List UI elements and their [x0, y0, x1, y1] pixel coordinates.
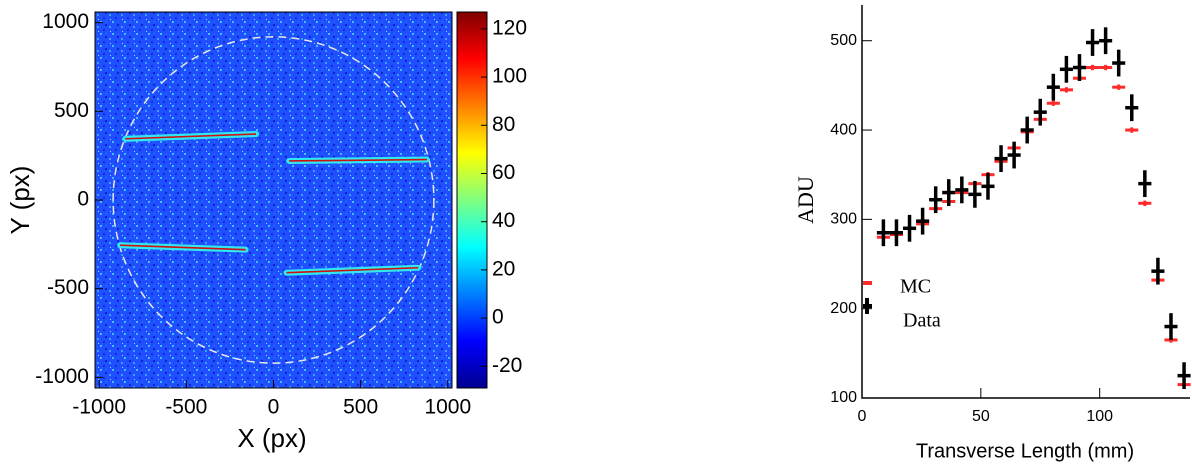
heatmap-image [95, 12, 452, 388]
axes [861, 5, 1190, 399]
y-tick-label: 0 [77, 188, 89, 211]
y-tick-label: 400 [830, 121, 857, 138]
x-tick-label: 100 [1086, 408, 1113, 425]
y-axis-label: ADU [793, 176, 818, 224]
x-tick-label: 0 [268, 396, 280, 419]
colorbar-tick-label: 40 [492, 209, 515, 232]
x-tick-label: -1000 [72, 396, 126, 419]
legend-label: Data [903, 310, 941, 332]
x-tick-label: 0 [858, 408, 867, 425]
colorbar-tick-label: -20 [492, 354, 522, 377]
track-core [286, 266, 419, 274]
y-tick-label: 500 [830, 32, 857, 49]
y-axis-label: Y (px) [5, 166, 35, 235]
colorbar-tick-label: 80 [492, 113, 515, 136]
x-tick-label: 500 [343, 396, 378, 419]
x-axis-label: Transverse Length (mm) [916, 440, 1134, 462]
legend-label: MC [900, 276, 931, 298]
y-tick-label: -1000 [35, 365, 89, 388]
track-core [125, 133, 257, 140]
x-tick-label: 1000 [424, 396, 471, 419]
y-tick-label: 300 [830, 211, 857, 228]
x-tick-label: -500 [165, 396, 207, 419]
y-tick-label: -500 [47, 276, 89, 299]
fiducial-circle [112, 36, 435, 364]
colorbar-tick-label: 120 [492, 16, 527, 39]
colorbar-tick-label: 60 [492, 161, 515, 184]
colorbar-tick-label: 0 [492, 306, 504, 329]
y-tick-label: 100 [830, 389, 857, 406]
y-tick-label: 500 [54, 99, 89, 122]
y-tick-label: 200 [830, 300, 857, 317]
x-axis-label: X (px) [237, 423, 306, 453]
track-core [120, 244, 246, 251]
y-tick-label: 1000 [42, 10, 89, 33]
track-core [289, 158, 427, 162]
colorbar [456, 11, 488, 389]
colorbar-tick-label: 20 [492, 257, 515, 280]
x-tick-label: 50 [972, 408, 990, 425]
colorbar-tick-label: 100 [492, 65, 527, 88]
